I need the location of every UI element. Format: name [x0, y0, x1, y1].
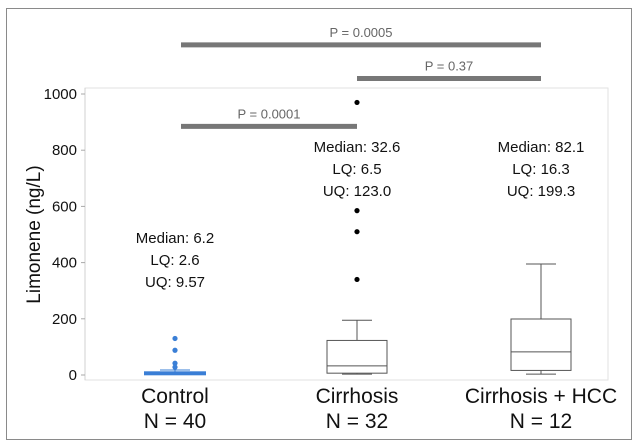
- summary-annotation: Median: 82.1: [498, 139, 585, 156]
- y-tick-label: 0: [69, 367, 77, 384]
- p-value-label: P = 0.0005: [329, 25, 392, 40]
- y-tick-label: 1000: [44, 86, 77, 103]
- outlier-point: [172, 364, 178, 370]
- category-label: Cirrhosis: [316, 385, 399, 408]
- outlier-point: [172, 347, 178, 353]
- category-label: Cirrhosis + HCC: [465, 385, 617, 408]
- sample-size-label: N = 40: [144, 410, 206, 433]
- outlier-point: [354, 276, 360, 283]
- p-value-label: P = 0.0001: [237, 106, 300, 121]
- iqr-box: [510, 318, 572, 371]
- iqr-box: [326, 339, 388, 374]
- summary-annotation: UQ: 9.57: [145, 274, 205, 291]
- summary-annotation: Median: 6.2: [136, 230, 214, 247]
- y-tick-label: 800: [52, 142, 77, 159]
- summary-annotation: LQ: 16.3: [512, 161, 570, 178]
- y-tick-label: 600: [52, 198, 77, 215]
- y-tick-label: 200: [52, 311, 77, 328]
- summary-annotation: UQ: 123.0: [323, 183, 391, 200]
- summary-annotation: Median: 32.6: [314, 139, 401, 156]
- y-axis-label: Limonene (ng/L): [24, 165, 45, 303]
- summary-annotation: UQ: 199.3: [507, 183, 575, 200]
- p-value-label: P = 0.37: [425, 59, 474, 74]
- outlier-point: [172, 335, 178, 342]
- summary-annotation: LQ: 2.6: [150, 252, 199, 269]
- outlier-point: [172, 360, 178, 366]
- outlier-point: [354, 229, 360, 235]
- y-tick-label: 400: [52, 255, 77, 272]
- sample-size-label: N = 32: [326, 410, 388, 433]
- sample-size-label: N = 12: [510, 410, 572, 433]
- outlier-point: [354, 99, 360, 106]
- summary-annotation: LQ: 6.5: [332, 161, 381, 178]
- category-label: Control: [141, 385, 209, 408]
- outlier-point: [354, 208, 360, 214]
